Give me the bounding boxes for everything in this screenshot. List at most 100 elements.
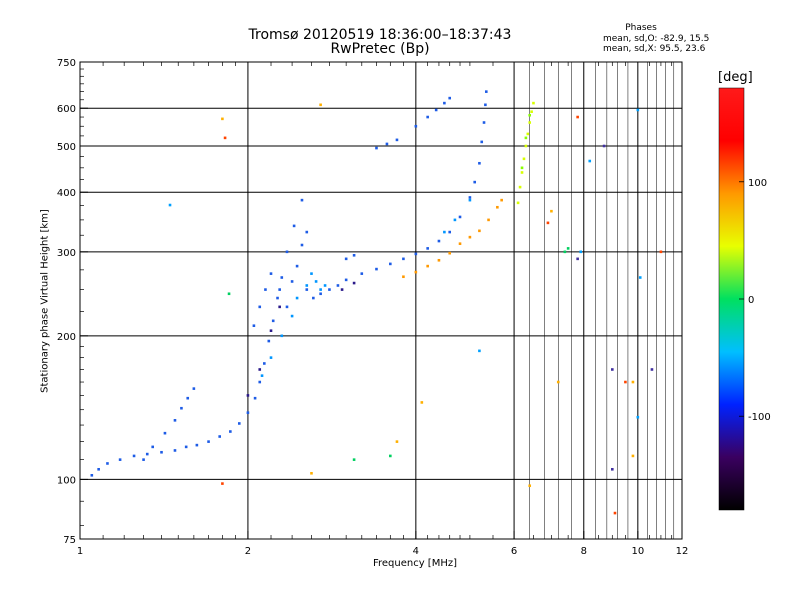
echo-point xyxy=(385,142,389,146)
y-tick-label: 75 xyxy=(63,535,76,546)
echo-point xyxy=(184,445,188,449)
echo-point xyxy=(478,161,481,165)
echo-point xyxy=(520,166,524,170)
echo-point xyxy=(218,435,221,438)
y-tick-label: 600 xyxy=(57,104,76,115)
echo-point xyxy=(263,362,266,365)
echo-point xyxy=(496,205,499,209)
echo-point xyxy=(195,443,199,447)
echo-point xyxy=(487,218,490,222)
echo-point xyxy=(588,159,592,163)
phase-stat-o: mean, sd,O: -82.9, 15.5 xyxy=(603,34,710,44)
chart-title: Tromsø 20120519 18:36:00–18:37:43 xyxy=(248,27,512,43)
echo-point xyxy=(260,374,264,377)
echo-point xyxy=(145,452,149,456)
echo-point xyxy=(624,380,627,384)
echo-point xyxy=(271,319,275,323)
echo-point xyxy=(420,401,424,404)
echo-point xyxy=(500,198,503,202)
echo-point xyxy=(458,215,462,219)
echo-point xyxy=(448,251,452,255)
echo-point xyxy=(319,288,322,291)
echo-point xyxy=(631,454,635,458)
echo-point xyxy=(579,250,583,254)
x-axis-ticks: 1 2 4 6 8 10 12 xyxy=(77,62,689,557)
echo-point xyxy=(482,121,486,124)
echo-point xyxy=(522,157,526,161)
echo-point xyxy=(276,296,279,300)
echo-point xyxy=(310,471,313,475)
echo-point xyxy=(480,140,484,144)
x-tick-label: 8 xyxy=(581,546,587,557)
echo-point xyxy=(173,449,177,452)
echo-point xyxy=(437,258,441,262)
x-tick-label: 2 xyxy=(245,546,251,557)
echo-point xyxy=(168,203,172,207)
echo-point xyxy=(426,247,429,250)
echo-point xyxy=(638,276,642,279)
echo-point xyxy=(151,445,155,449)
echo-point xyxy=(448,230,452,234)
echo-point xyxy=(97,467,100,471)
echo-point xyxy=(524,136,528,140)
echo-point xyxy=(426,115,429,119)
echo-point xyxy=(448,96,452,100)
echo-point xyxy=(305,230,309,234)
echo-point xyxy=(389,262,392,266)
chart-subtitle: RwPretec (Bp) xyxy=(330,41,430,57)
echo-point xyxy=(468,198,472,202)
echo-point xyxy=(328,288,331,291)
echo-point xyxy=(468,235,472,239)
echo-point xyxy=(221,482,224,485)
echo-point xyxy=(300,243,304,247)
colorbar-tick-label: 100 xyxy=(748,178,767,189)
echo-point xyxy=(118,458,122,461)
y-tick-label: 400 xyxy=(57,188,76,199)
echo-point xyxy=(550,209,553,213)
echo-point xyxy=(300,198,304,202)
plot-frame xyxy=(79,61,683,540)
echo-point xyxy=(524,144,528,148)
echo-point xyxy=(312,296,315,300)
echo-point xyxy=(414,124,418,128)
echo-point xyxy=(526,132,530,136)
echo-point xyxy=(375,267,378,271)
echo-point xyxy=(344,278,348,282)
echo-point xyxy=(340,288,344,291)
echo-point xyxy=(252,324,256,328)
phases-header: Phases xyxy=(625,23,657,33)
echo-point xyxy=(443,101,446,105)
echo-point xyxy=(90,474,94,477)
colorbar-unit-label: [deg] xyxy=(718,70,753,85)
echo-point xyxy=(319,292,322,296)
echo-point xyxy=(414,270,418,274)
echo-point xyxy=(106,462,109,465)
echo-point xyxy=(267,339,271,343)
x-tick-label: 4 xyxy=(413,546,419,557)
echo-point xyxy=(375,146,378,150)
echo-point xyxy=(563,250,567,254)
echo-point xyxy=(173,419,177,422)
x-tick-label: 12 xyxy=(676,546,689,557)
y-tick-label: 750 xyxy=(57,58,76,69)
echo-point xyxy=(280,334,284,338)
echo-point xyxy=(532,101,535,105)
echo-point xyxy=(163,431,167,435)
echo-point xyxy=(576,257,579,261)
echo-point xyxy=(389,454,392,458)
y-tick-label: 100 xyxy=(57,475,76,486)
echo-point xyxy=(258,305,262,309)
colorbar-tick-label: -100 xyxy=(748,412,771,423)
echo-point xyxy=(319,103,322,107)
echo-point xyxy=(402,275,405,279)
echo-point xyxy=(566,247,570,250)
echo-point xyxy=(344,257,348,261)
echo-point xyxy=(484,90,488,93)
echo-point xyxy=(528,113,532,117)
echo-point xyxy=(395,138,399,142)
x-tick-label: 1 xyxy=(77,546,83,557)
echo-point xyxy=(269,272,273,275)
echo-point xyxy=(285,250,289,254)
echo-point xyxy=(468,196,472,199)
colorbar-tick-label: 0 xyxy=(748,295,754,306)
